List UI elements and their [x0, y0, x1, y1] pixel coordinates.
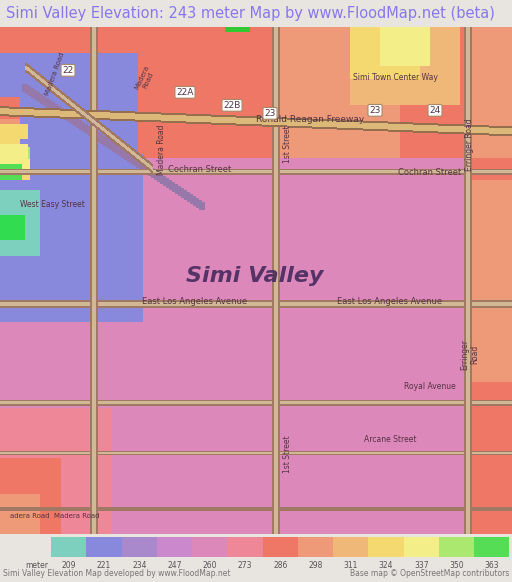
Bar	[122, 537, 157, 557]
Text: East Los Angeles Avenue: East Los Angeles Avenue	[337, 297, 442, 306]
Text: 1st Street: 1st Street	[283, 126, 291, 163]
Text: 337: 337	[414, 560, 429, 570]
Text: Base map © OpenStreetMap contributors: Base map © OpenStreetMap contributors	[350, 569, 509, 578]
Text: 22A: 22A	[176, 88, 194, 97]
Bar	[157, 537, 192, 557]
Text: 247: 247	[167, 560, 182, 570]
Text: 350: 350	[449, 560, 464, 570]
Text: 23: 23	[369, 106, 381, 115]
Text: Simi Town Center Way: Simi Town Center Way	[353, 73, 437, 82]
Text: 273: 273	[238, 560, 252, 570]
Text: 363: 363	[484, 560, 499, 570]
Text: 1st Street: 1st Street	[283, 435, 291, 473]
Text: 24: 24	[430, 106, 441, 115]
Text: Erringer
Road: Erringer Road	[460, 339, 480, 370]
Bar	[87, 537, 122, 557]
Text: Madera
Road: Madera Road	[134, 65, 156, 94]
Text: meter: meter	[26, 560, 49, 570]
Text: East Los Angeles Avenue: East Los Angeles Avenue	[142, 297, 248, 306]
Bar	[298, 537, 333, 557]
Bar	[51, 537, 87, 557]
Text: Erringer Road: Erringer Road	[465, 118, 475, 171]
Text: 298: 298	[308, 560, 323, 570]
Text: Simi Valley: Simi Valley	[186, 267, 324, 286]
Text: 23: 23	[264, 109, 275, 118]
Text: 209: 209	[61, 560, 76, 570]
Text: 221: 221	[97, 560, 111, 570]
Text: 324: 324	[379, 560, 393, 570]
Text: West Easy Street: West Easy Street	[19, 200, 84, 209]
Text: Simi Valley Elevation Map developed by www.FloodMap.net: Simi Valley Elevation Map developed by w…	[3, 569, 230, 578]
Bar	[474, 537, 509, 557]
Bar	[333, 537, 369, 557]
Bar	[439, 537, 474, 557]
Text: 311: 311	[344, 560, 358, 570]
Text: 260: 260	[203, 560, 217, 570]
Text: Madera Road: Madera Road	[158, 124, 166, 175]
Bar	[263, 537, 298, 557]
Text: 22: 22	[62, 66, 74, 75]
Text: Arcane Street: Arcane Street	[364, 435, 416, 444]
Bar	[369, 537, 403, 557]
Text: Simi Valley Elevation: 243 meter Map by www.FloodMap.net (beta): Simi Valley Elevation: 243 meter Map by …	[6, 6, 495, 21]
Text: 286: 286	[273, 560, 288, 570]
Text: Cochran Street: Cochran Street	[168, 165, 231, 174]
Text: 22B: 22B	[223, 101, 241, 110]
Text: Royal Avenue: Royal Avenue	[404, 382, 456, 391]
Bar	[192, 537, 227, 557]
Text: Ronald Reagan Freeway: Ronald Reagan Freeway	[256, 115, 364, 124]
Text: adera Road  Madera Road: adera Road Madera Road	[10, 513, 100, 519]
Bar	[403, 537, 439, 557]
Text: Madera Road: Madera Road	[45, 52, 66, 97]
Text: Cochran Street: Cochran Street	[398, 168, 462, 177]
Text: 234: 234	[132, 560, 146, 570]
Bar	[227, 537, 263, 557]
